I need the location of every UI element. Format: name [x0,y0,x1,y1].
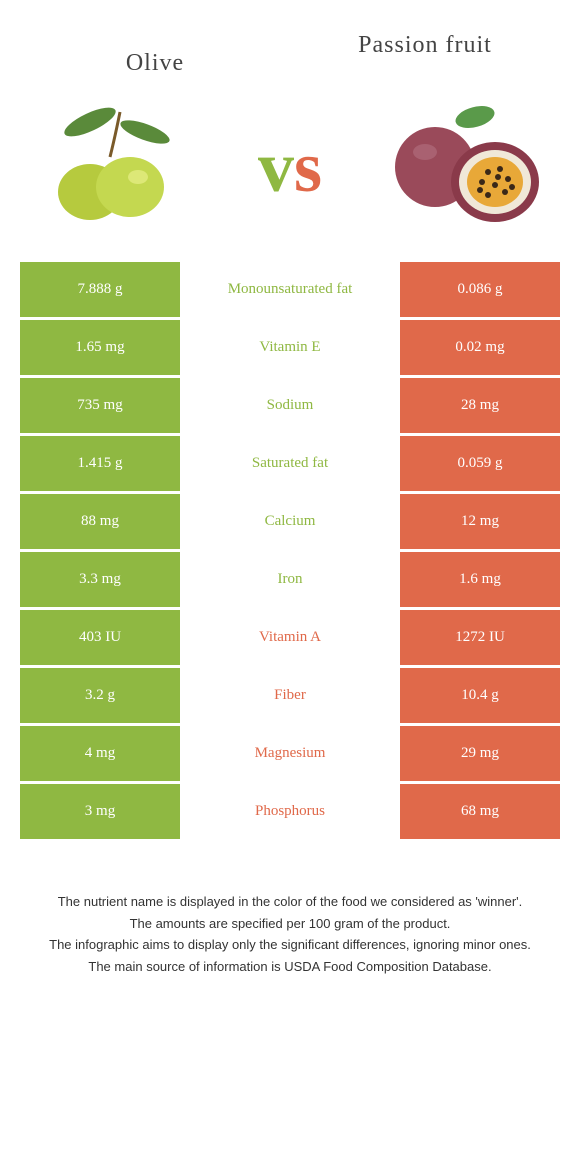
right-value: 1.6 mg [400,552,560,607]
right-value: 0.086 g [400,262,560,317]
left-value: 1.65 mg [20,320,180,375]
nutrient-row: 3.2 gFiber10.4 g [20,668,560,723]
left-value: 735 mg [20,378,180,433]
right-value: 10.4 g [400,668,560,723]
left-value: 4 mg [20,726,180,781]
left-value: 7.888 g [20,262,180,317]
nutrient-row: 4 mgMagnesium29 mg [20,726,560,781]
left-value: 1.415 g [20,436,180,491]
right-value: 1272 IU [400,610,560,665]
footnote-line: The main source of information is USDA F… [30,957,550,977]
passion-fruit-image [380,97,550,237]
footnote-line: The nutrient name is displayed in the co… [30,892,550,912]
right-value: 12 mg [400,494,560,549]
right-value: 28 mg [400,378,560,433]
nutrient-row: 3.3 mgIron1.6 mg [20,552,560,607]
left-value: 3.3 mg [20,552,180,607]
olive-image [30,97,200,237]
food-title-left: Olive [20,30,290,77]
right-value: 0.02 mg [400,320,560,375]
nutrient-name: Vitamin A [180,610,400,665]
left-value: 403 IU [20,610,180,665]
left-value: 3.2 g [20,668,180,723]
footnote-line: The infographic aims to display only the… [30,935,550,955]
images-row: vs [0,87,580,262]
nutrient-name: Fiber [180,668,400,723]
nutrient-row: 403 IUVitamin A1272 IU [20,610,560,665]
left-value: 3 mg [20,784,180,839]
nutrient-row: 88 mgCalcium12 mg [20,494,560,549]
nutrient-row: 735 mgSodium28 mg [20,378,560,433]
nutrient-name: Monounsaturated fat [180,262,400,317]
food-title-right: Passion fruit [290,30,560,61]
right-value: 0.059 g [400,436,560,491]
left-value: 88 mg [20,494,180,549]
nutrient-row: 3 mgPhosphorus68 mg [20,784,560,839]
nutrient-row: 7.888 gMonounsaturated fat0.086 g [20,262,560,317]
nutrient-row: 1.415 gSaturated fat0.059 g [20,436,560,491]
nutrient-name: Calcium [180,494,400,549]
nutrient-name: Vitamin E [180,320,400,375]
nutrient-name: Saturated fat [180,436,400,491]
nutrient-name: Iron [180,552,400,607]
nutrient-name: Magnesium [180,726,400,781]
footnotes: The nutrient name is displayed in the co… [0,842,580,976]
vs-label: vs [258,126,322,209]
footnote-line: The amounts are specified per 100 gram o… [30,914,550,934]
right-value: 68 mg [400,784,560,839]
nutrient-name: Phosphorus [180,784,400,839]
header-row: Olive Passion fruit [0,0,580,87]
right-value: 29 mg [400,726,560,781]
nutrient-name: Sodium [180,378,400,433]
nutrient-table: 7.888 gMonounsaturated fat0.086 g1.65 mg… [0,262,580,839]
nutrient-row: 1.65 mgVitamin E0.02 mg [20,320,560,375]
